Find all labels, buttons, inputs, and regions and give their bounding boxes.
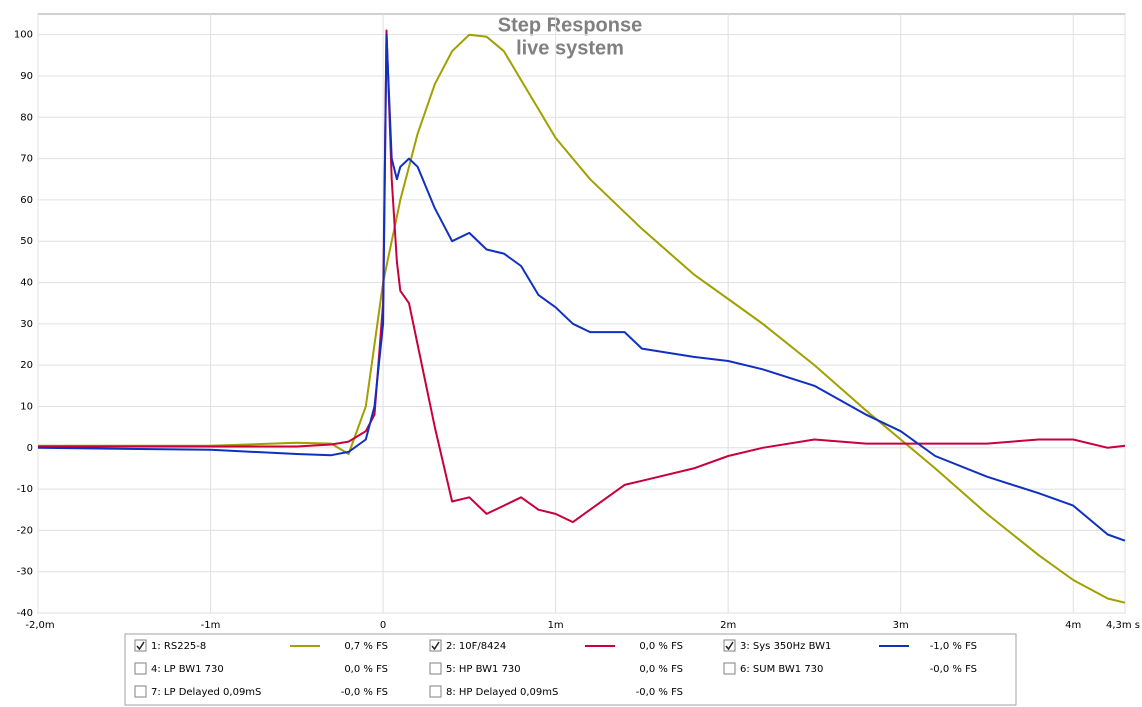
y-tick-label: 80	[20, 112, 33, 123]
y-tick-label: -30	[17, 567, 33, 578]
x-tick-label: 3m	[893, 620, 909, 631]
checkmark	[136, 641, 145, 651]
legend-label: 1: RS225-8	[151, 641, 206, 652]
legend-label: 5: HP BW1 730	[446, 664, 521, 675]
x-tick-label: -2,0m	[25, 620, 54, 631]
y-tick-label: 70	[20, 154, 33, 165]
y-tick-label: 40	[20, 278, 33, 289]
checkmark	[725, 641, 734, 651]
y-tick-label: 60	[20, 195, 33, 206]
legend-reading: 0,0 % FS	[639, 664, 683, 675]
y-tick-label: 100	[14, 30, 33, 41]
legend-label: 3: Sys 350Hz BW1	[740, 641, 831, 652]
y-tick-label: 50	[20, 236, 33, 247]
legend-checkbox[interactable]	[134, 685, 147, 698]
legend-box	[124, 633, 1017, 706]
chart-subtitle: live system	[516, 37, 624, 59]
legend-checkbox[interactable]	[429, 639, 442, 652]
series-line	[37, 33, 1126, 542]
legend-reading: 0,7 % FS	[344, 641, 388, 652]
legend-label: 2: 10F/8424	[446, 641, 506, 652]
legend-checkbox[interactable]	[723, 639, 736, 652]
x-tick-label: 4,3m s	[1106, 620, 1140, 631]
plot-area	[37, 13, 1126, 614]
x-tick-label: 0	[380, 620, 386, 631]
legend-reading: -0,0 % FS	[930, 664, 977, 675]
legend-reading: -0,0 % FS	[636, 687, 683, 698]
y-tick-label: 30	[20, 319, 33, 330]
y-tick-label: 90	[20, 71, 33, 82]
legend-label: 7: LP Delayed 0,09mS	[151, 687, 261, 698]
x-tick-label: 2m	[720, 620, 736, 631]
y-tick-label: 20	[20, 360, 33, 371]
legend-reading: 0,0 % FS	[639, 641, 683, 652]
y-tick-label: 0	[27, 443, 33, 454]
y-tick-label: -10	[17, 484, 33, 495]
legend-checkbox[interactable]	[134, 639, 147, 652]
legend-reading: -1,0 % FS	[930, 641, 977, 652]
y-tick-label: -20	[17, 525, 33, 536]
checkmark	[431, 641, 440, 651]
legend-reading: 0,0 % FS	[344, 664, 388, 675]
legend-label: 4: LP BW1 730	[151, 664, 224, 675]
x-tick-label: 1m	[548, 620, 564, 631]
x-tick-label: 4m	[1065, 620, 1081, 631]
x-tick-label: -1m	[201, 620, 221, 631]
legend-checkbox[interactable]	[429, 662, 442, 675]
y-tick-label: 10	[20, 401, 33, 412]
legend-checkbox[interactable]	[723, 662, 736, 675]
legend-checkbox[interactable]	[429, 685, 442, 698]
y-tick-label: -40	[17, 608, 33, 619]
legend-label: 8: HP Delayed 0,09mS	[446, 687, 558, 698]
legend-checkbox[interactable]	[134, 662, 147, 675]
chart-title: Step Response	[498, 14, 642, 36]
legend-label: 6: SUM BW1 730	[740, 664, 823, 675]
legend-reading: -0,0 % FS	[341, 687, 388, 698]
series-line	[38, 33, 1126, 604]
